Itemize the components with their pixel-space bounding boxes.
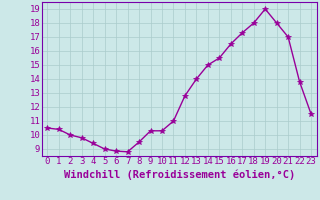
X-axis label: Windchill (Refroidissement éolien,°C): Windchill (Refroidissement éolien,°C)	[64, 169, 295, 180]
